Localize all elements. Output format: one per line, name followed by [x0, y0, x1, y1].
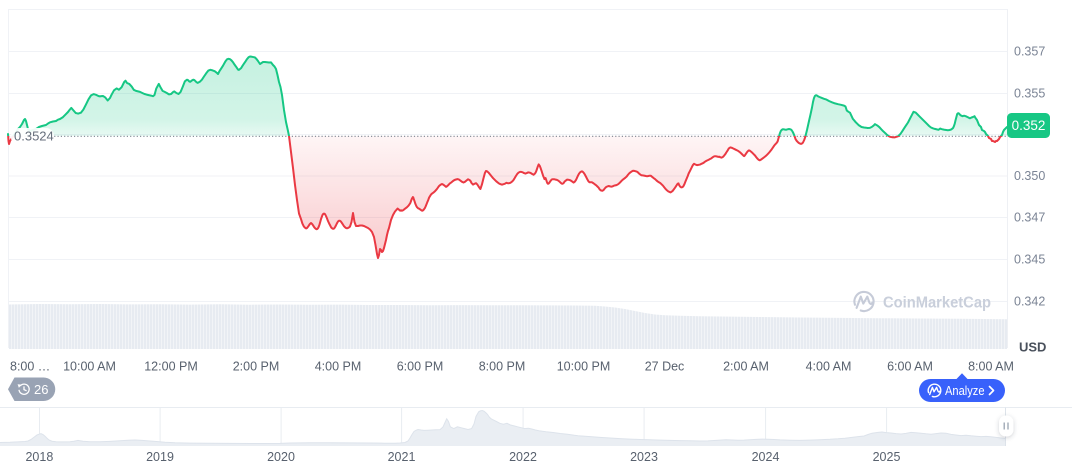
svg-text:USD: USD: [1019, 340, 1046, 355]
svg-text:27 Dec: 27 Dec: [645, 360, 685, 374]
svg-text:12:00 PM: 12:00 PM: [144, 360, 198, 374]
svg-text:2024: 2024: [752, 450, 780, 464]
svg-text:10:00 AM: 10:00 AM: [63, 360, 116, 374]
svg-text:4:00 PM: 4:00 PM: [315, 360, 362, 374]
svg-text:6:00 AM: 6:00 AM: [887, 360, 933, 374]
svg-text:2025: 2025: [873, 450, 901, 464]
svg-text:8:00 …: 8:00 …: [10, 360, 50, 374]
svg-text:2020: 2020: [267, 450, 295, 464]
svg-text:8:00 AM: 8:00 AM: [968, 360, 1014, 374]
svg-text:2019: 2019: [146, 450, 174, 464]
svg-text:26: 26: [34, 382, 48, 397]
svg-text:0.350: 0.350: [1014, 169, 1045, 183]
svg-text:CoinMarketCap: CoinMarketCap: [883, 295, 991, 312]
svg-text:0.342: 0.342: [1014, 295, 1045, 309]
svg-text:0.347: 0.347: [1014, 211, 1045, 225]
svg-text:2022: 2022: [509, 450, 537, 464]
svg-text:2:00 PM: 2:00 PM: [233, 360, 280, 374]
svg-text:0.3524: 0.3524: [14, 129, 54, 144]
svg-text:Analyze: Analyze: [945, 383, 985, 398]
svg-text:0.352: 0.352: [1012, 118, 1046, 133]
svg-text:8:00 PM: 8:00 PM: [479, 360, 526, 374]
svg-text:6:00 PM: 6:00 PM: [397, 360, 444, 374]
svg-text:0.357: 0.357: [1014, 45, 1045, 59]
svg-text:0.355: 0.355: [1014, 87, 1045, 101]
svg-text:2:00 AM: 2:00 AM: [723, 360, 769, 374]
svg-text:4:00 AM: 4:00 AM: [806, 360, 852, 374]
svg-text:2021: 2021: [388, 450, 416, 464]
svg-text:2018: 2018: [25, 450, 53, 464]
svg-text:0.345: 0.345: [1014, 253, 1045, 267]
svg-text:2023: 2023: [630, 450, 658, 464]
svg-text:10:00 PM: 10:00 PM: [557, 360, 611, 374]
